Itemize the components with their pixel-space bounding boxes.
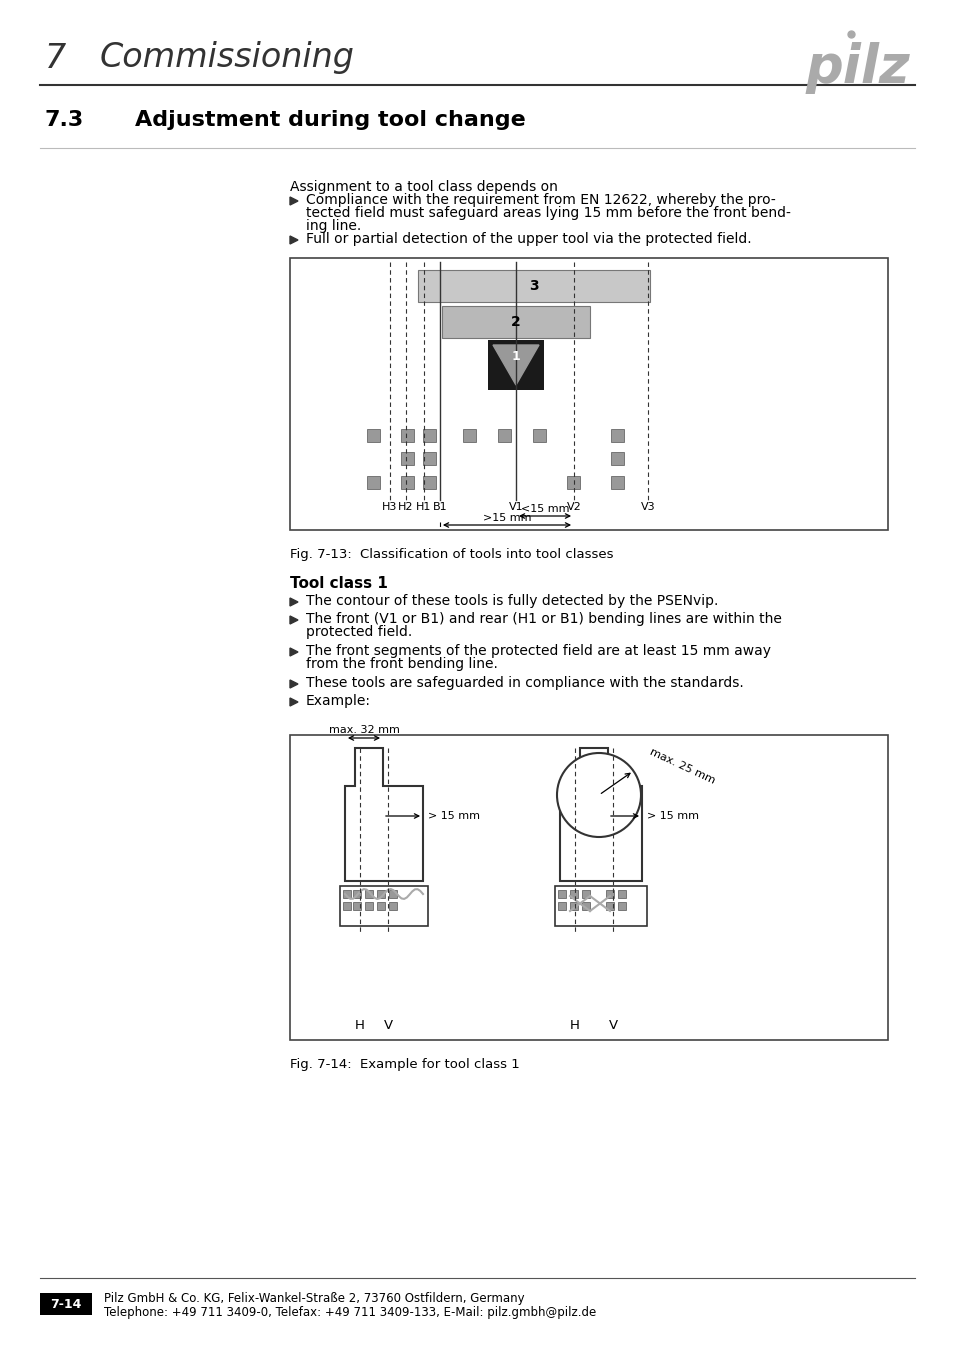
Text: > 15 mm: > 15 mm	[428, 811, 479, 821]
Text: These tools are safeguarded in compliance with the standards.: These tools are safeguarded in complianc…	[306, 676, 743, 690]
Text: 3: 3	[529, 279, 538, 293]
Bar	[353, 902, 360, 910]
Bar	[569, 890, 578, 898]
Text: 2: 2	[511, 315, 520, 329]
Bar	[343, 890, 351, 898]
Bar	[401, 428, 414, 441]
Text: V1: V1	[508, 502, 523, 512]
Bar	[555, 886, 646, 926]
Text: Example:: Example:	[306, 694, 371, 707]
Bar	[367, 428, 380, 441]
Bar	[353, 890, 360, 898]
Polygon shape	[290, 197, 297, 205]
Bar	[558, 902, 565, 910]
Bar	[611, 428, 624, 441]
Text: Example for tool class 1: Example for tool class 1	[359, 1058, 519, 1071]
Bar	[365, 902, 373, 910]
Bar	[290, 734, 887, 1040]
Bar	[423, 428, 436, 441]
Text: from the front bending line.: from the front bending line.	[306, 657, 497, 671]
Bar	[618, 890, 625, 898]
Bar	[423, 451, 436, 464]
Bar	[558, 890, 565, 898]
Polygon shape	[290, 616, 297, 624]
Bar	[498, 428, 511, 441]
Text: Fig. 7-14:: Fig. 7-14:	[290, 1058, 352, 1071]
Bar	[441, 306, 589, 338]
Text: ing line.: ing line.	[306, 219, 361, 234]
Text: H: H	[355, 1019, 365, 1031]
Bar	[605, 890, 614, 898]
Bar	[423, 475, 436, 489]
Text: Pilz GmbH & Co. KG, Felix-Wankel-Straße 2, 73760 Ostfildern, Germany: Pilz GmbH & Co. KG, Felix-Wankel-Straße …	[104, 1292, 524, 1305]
Text: H3: H3	[382, 502, 397, 512]
Text: H1: H1	[416, 502, 432, 512]
Text: >15 mm: >15 mm	[482, 513, 531, 522]
Bar	[401, 451, 414, 464]
Text: Full or partial detection of the upper tool via the protected field.: Full or partial detection of the upper t…	[306, 232, 751, 246]
Bar	[401, 475, 414, 489]
Text: max. 25 mm: max. 25 mm	[648, 747, 716, 786]
Text: H: H	[570, 1019, 579, 1031]
Text: > 15 mm: > 15 mm	[646, 811, 699, 821]
Text: max. 32 mm: max. 32 mm	[328, 725, 399, 734]
Text: The contour of these tools is fully detected by the PSENvip.: The contour of these tools is fully dete…	[306, 594, 718, 608]
Text: 7: 7	[45, 42, 66, 74]
Bar	[611, 475, 624, 489]
Text: protected field.: protected field.	[306, 625, 412, 639]
Text: Classification of tools into tool classes: Classification of tools into tool classe…	[359, 548, 613, 562]
Text: The front (V1 or B1) and rear (H1 or B1) bending lines are within the: The front (V1 or B1) and rear (H1 or B1)…	[306, 612, 781, 626]
Bar	[376, 902, 385, 910]
Polygon shape	[290, 698, 297, 706]
Bar	[389, 890, 396, 898]
Bar	[367, 475, 380, 489]
Bar	[581, 890, 589, 898]
Bar	[618, 902, 625, 910]
Bar	[488, 340, 543, 390]
Bar	[463, 428, 476, 441]
Text: V: V	[608, 1019, 617, 1031]
Text: Adjustment during tool change: Adjustment during tool change	[135, 109, 525, 130]
Text: Fig. 7-13:: Fig. 7-13:	[290, 548, 352, 562]
Text: H2: H2	[397, 502, 414, 512]
Bar	[611, 451, 624, 464]
Polygon shape	[559, 748, 641, 882]
Bar	[40, 1293, 91, 1315]
Polygon shape	[345, 748, 422, 882]
Bar	[417, 270, 649, 302]
Text: Telephone: +49 711 3409-0, Telefax: +49 711 3409-133, E-Mail: pilz.gmbh@pilz.de: Telephone: +49 711 3409-0, Telefax: +49 …	[104, 1305, 596, 1319]
Bar	[569, 902, 578, 910]
Polygon shape	[290, 680, 297, 688]
Bar	[605, 902, 614, 910]
Text: 1: 1	[511, 350, 519, 363]
Polygon shape	[290, 598, 297, 606]
Text: tected field must safeguard areas lying 15 mm before the front bend-: tected field must safeguard areas lying …	[306, 207, 790, 220]
Circle shape	[557, 753, 640, 837]
Text: V: V	[383, 1019, 392, 1031]
Text: pilz: pilz	[804, 42, 909, 95]
Bar	[365, 890, 373, 898]
Text: V2: V2	[566, 502, 580, 512]
Polygon shape	[290, 648, 297, 656]
Text: V3: V3	[640, 502, 655, 512]
Text: B1: B1	[433, 502, 447, 512]
Bar	[533, 428, 546, 441]
Polygon shape	[493, 346, 538, 385]
Bar	[339, 886, 428, 926]
Text: <15 mm: <15 mm	[520, 504, 569, 514]
Bar	[389, 902, 396, 910]
Text: 7.3: 7.3	[45, 109, 84, 130]
Bar	[290, 258, 887, 531]
Text: Assignment to a tool class depends on: Assignment to a tool class depends on	[290, 180, 558, 194]
Text: Commissioning: Commissioning	[100, 42, 355, 74]
Bar	[581, 902, 589, 910]
Bar	[376, 890, 385, 898]
Text: The front segments of the protected field are at least 15 mm away: The front segments of the protected fiel…	[306, 644, 770, 657]
Text: Compliance with the requirement from EN 12622, whereby the pro-: Compliance with the requirement from EN …	[306, 193, 775, 207]
Bar	[343, 902, 351, 910]
Polygon shape	[290, 236, 297, 244]
Bar	[567, 475, 579, 489]
Text: 7-14: 7-14	[51, 1297, 82, 1311]
Text: Tool class 1: Tool class 1	[290, 576, 388, 591]
